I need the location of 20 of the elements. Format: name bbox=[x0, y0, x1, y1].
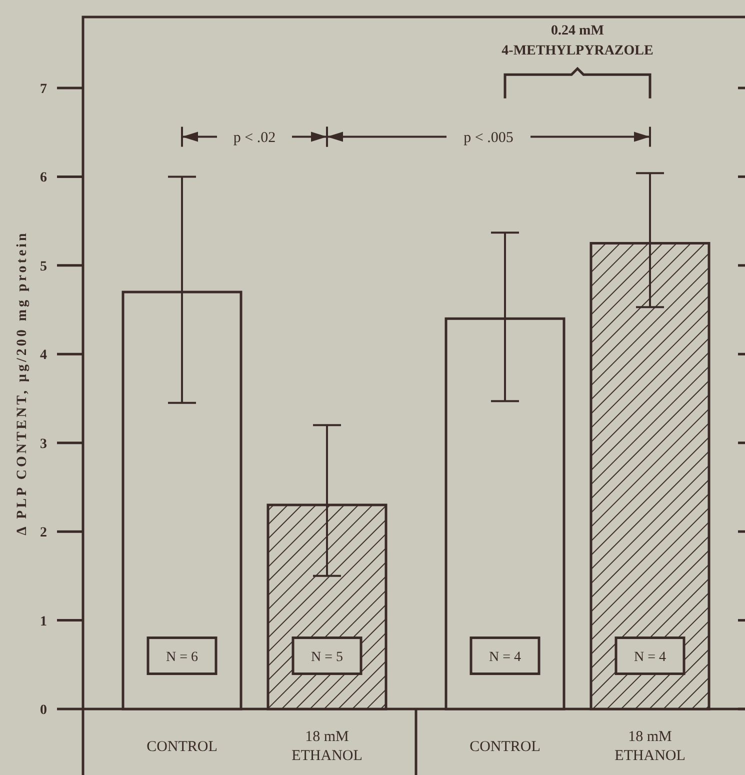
annotation: p < .005 bbox=[464, 130, 514, 146]
y-tick-label: 6 bbox=[40, 170, 47, 186]
x-tick-label: 18 mM ETHANOL bbox=[292, 729, 362, 764]
y-tick-label: 7 bbox=[40, 82, 47, 97]
y-tick-label: 0 bbox=[40, 703, 47, 718]
x-tick-label: 18 mM ETHANOL bbox=[614, 729, 686, 764]
y-tick-label: 3 bbox=[40, 436, 47, 452]
annotation: p < .02 bbox=[233, 130, 276, 146]
x-tick-label: CONTROL bbox=[146, 739, 218, 755]
y-tick-label: 4 bbox=[40, 348, 47, 364]
annotation: 0.24 mM 4-METHYLPYRAZOLE bbox=[502, 24, 654, 59]
annotation: N = 6 bbox=[166, 650, 198, 665]
y-tick-label: 1 bbox=[40, 614, 47, 630]
x-tick-label: CONTROL bbox=[470, 739, 540, 755]
annotation: N = 4 bbox=[634, 650, 666, 665]
y-tick-label: 5 bbox=[40, 259, 47, 274]
annotation: N = 4 bbox=[488, 650, 522, 665]
y-tick-label: 2 bbox=[40, 526, 47, 541]
y-axis-title: Δ PLP CONTENT, μg/200 mg protein bbox=[15, 230, 30, 536]
annotation: N = 5 bbox=[310, 650, 344, 665]
